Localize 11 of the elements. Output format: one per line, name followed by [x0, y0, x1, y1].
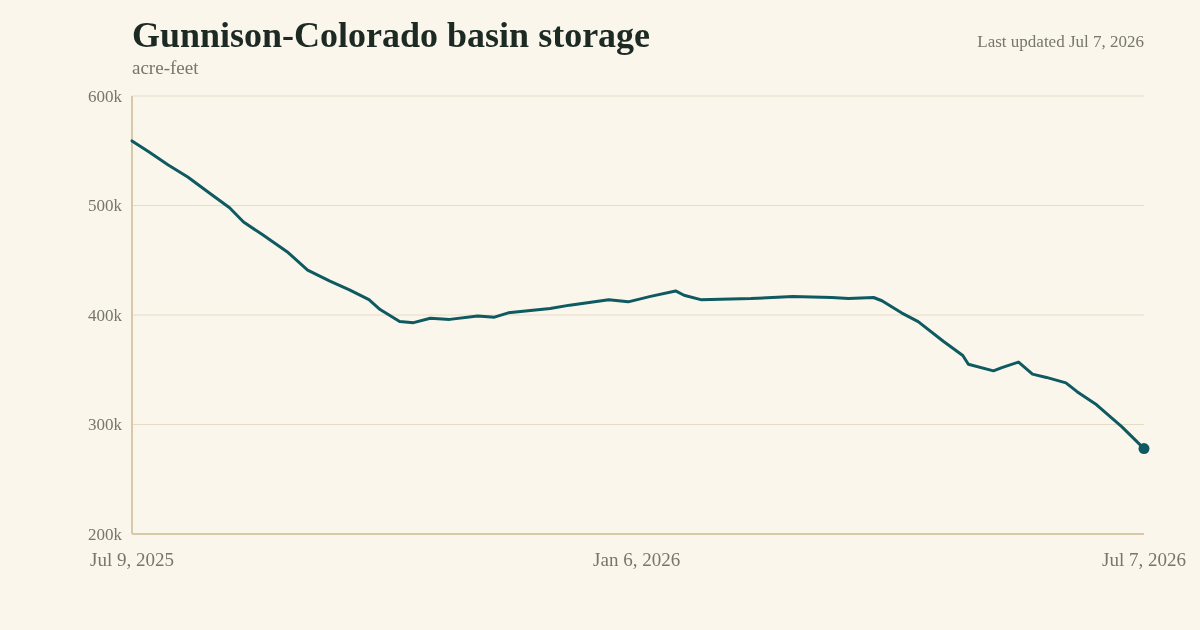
chart-title: Gunnison-Colorado basin storage: [132, 15, 651, 55]
y-tick-label: 300k: [88, 415, 123, 435]
y-tick-label: 400k: [88, 305, 123, 325]
y-tick-label: 500k: [88, 196, 123, 216]
x-tick-label: Jan 6, 2026: [593, 549, 681, 570]
y-tick-label: 200k: [88, 524, 123, 544]
text: Last updated Jul 7, 2026: [977, 32, 1144, 51]
chart-subtitle: acre-feet: [132, 57, 200, 78]
y-tick-label: 600k: [88, 86, 123, 106]
x-tick-label: Jul 9, 2025: [90, 549, 174, 570]
x-tick-label: Jul 7, 2026: [1102, 549, 1186, 570]
